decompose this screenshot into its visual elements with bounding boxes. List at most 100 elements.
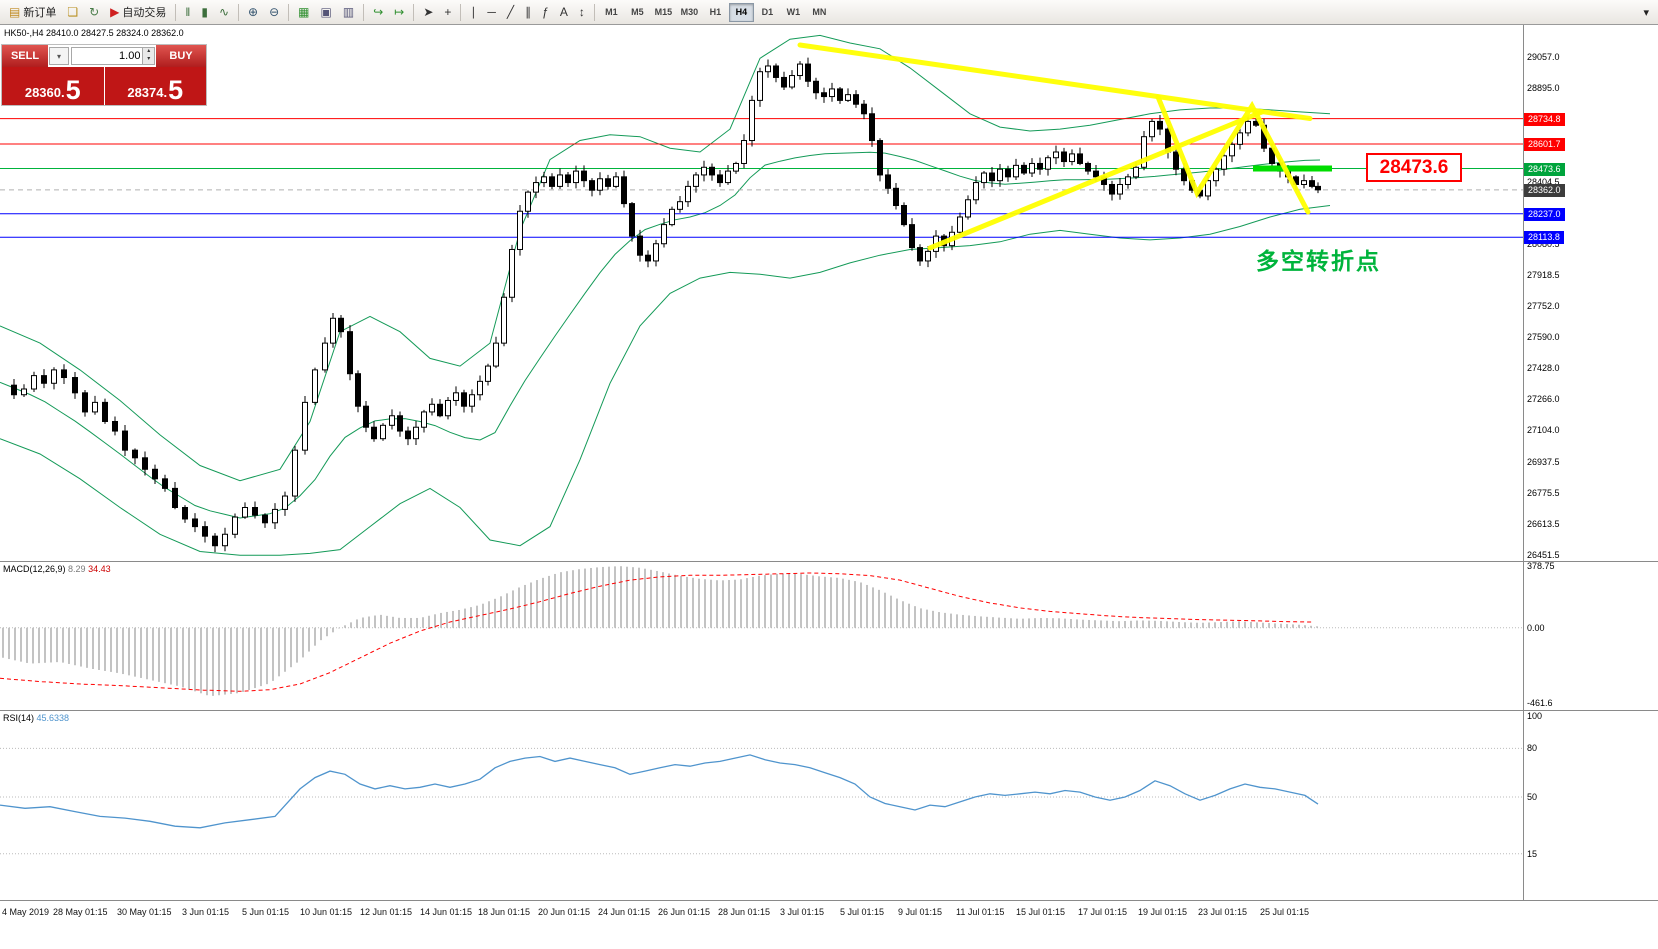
chart-macd-splitter[interactable] <box>0 561 1658 562</box>
timeframe-W1-button[interactable]: W1 <box>786 7 801 17</box>
time-axis-label: 9 Jul 01:15 <box>898 907 943 917</box>
tile-windows-button[interactable]: ▦ <box>293 1 314 23</box>
rsi-axis[interactable]: 100 80 50 15 <box>1524 711 1658 900</box>
buy-price-dec: 5 <box>168 74 184 105</box>
price-tick-label: 28404.5 <box>1527 176 1560 187</box>
time-axis[interactable]: 4 May 2019 28 May 01:15 30 May 01:15 3 Jun … <box>0 901 1658 949</box>
one-click-trade-panel: SELL ▾ ▴ ▾ BUY 28360.5 28374.5 <box>1 44 207 106</box>
macd-rsi-splitter[interactable] <box>0 710 1658 711</box>
horizontal-line-button[interactable]: ─ <box>482 1 501 23</box>
new-order-icon: ▤ <box>9 5 21 19</box>
timeframe-H1-button[interactable]: H1 <box>709 7 722 17</box>
price-tick-label: 27266.0 <box>1527 394 1560 405</box>
vertical-line-button[interactable]: ∣ <box>465 1 481 23</box>
rsi-canvas[interactable] <box>0 711 1523 900</box>
timeframe-M15-button[interactable]: M15 <box>654 7 673 17</box>
main-toolbar: ▤ 新订单 ❏ ↻ ▶ 自动交易 ‖ ▮ ∿ ⊕ ⊖ ▦ ▣ ▥ ↪ ↦ ➤ + ∣ ─ ╱ ∥ ƒ A ↕ M1 M5 M15 M30… <box>0 0 1658 25</box>
candlestick-icon: ▮ <box>201 5 208 19</box>
sell-price-button[interactable]: 28360. 5 <box>2 67 104 105</box>
timeframe-M5-button[interactable]: M5 <box>631 7 644 17</box>
buy-button[interactable]: BUY <box>156 45 206 67</box>
timeframe-M1-button[interactable]: M1 <box>605 7 618 17</box>
auto-scroll-button[interactable]: ↪ <box>368 1 388 23</box>
charts-stack-button[interactable]: ❏ <box>62 1 83 23</box>
time-axis-label: 15 Jul 01:15 <box>1016 907 1066 917</box>
crosshair-icon: + <box>444 5 452 19</box>
price-tick-label: 28895.0 <box>1527 82 1560 93</box>
price-chart-canvas[interactable] <box>0 25 1523 561</box>
toolbar-overflow-button[interactable]: ▾ <box>1643 6 1649 19</box>
zoom-in-button[interactable]: ⊕ <box>243 1 263 23</box>
sell-button[interactable]: SELL <box>2 45 48 67</box>
time-axis-label: 12 Jun 01:15 <box>360 907 413 917</box>
price-tick-label: 27428.0 <box>1527 363 1560 374</box>
macd-panel[interactable]: MACD(12,26,9) 8.29 34.43 <box>0 562 1523 710</box>
text-tool-icon: A <box>559 5 568 19</box>
timeframe-M30-button[interactable]: M30 <box>680 7 699 17</box>
crosshair-button[interactable]: + <box>439 1 456 23</box>
macd-signal-value: 34.43 <box>88 564 111 574</box>
price-line-label: 28473.6 <box>1524 162 1565 176</box>
toolbar-separator <box>413 3 415 21</box>
bar-chart-mode-button[interactable]: ‖ <box>180 1 195 23</box>
chart-shift-button[interactable]: ↦ <box>389 1 409 23</box>
timeframe-MN-button[interactable]: MN <box>812 7 827 17</box>
macd-tick-label: 0.00 <box>1527 622 1545 633</box>
price-tick-label: 26451.5 <box>1527 550 1560 560</box>
time-axis-label: 23 Jul 01:15 <box>1198 907 1248 917</box>
cursor-button[interactable]: ➤ <box>418 1 438 23</box>
auto-trading-button-label: 自动交易 <box>122 7 167 19</box>
vertical-line-icon: ∣ <box>470 5 477 19</box>
order-type-dropdown[interactable]: ▾ <box>49 47 69 65</box>
buy-price-button[interactable]: 28374. 5 <box>104 67 206 105</box>
new-order-button[interactable]: ▤ 新订单 <box>4 1 61 23</box>
refresh-button[interactable]: ↻ <box>84 1 104 23</box>
arrange-windows-icon: ▥ <box>342 5 355 19</box>
time-axis-label: 28 Jun 01:15 <box>718 907 771 917</box>
price-tick-label: 27752.0 <box>1527 301 1560 312</box>
symbol-ohlc-readout: HK50-,H4 28410.0 28427.5 28324.0 28362.0 <box>4 28 184 38</box>
chart-area[interactable]: HK50-,H4 28410.0 28427.5 28324.0 28362.0… <box>0 25 1523 561</box>
price-line-label: 28601.7 <box>1524 138 1565 152</box>
price-line-label: 28113.8 <box>1524 231 1564 245</box>
price-axis[interactable]: 29057.028895.028586.528404.528080.527918… <box>1524 25 1658 561</box>
time-axis-label: 11 Jul 01:15 <box>956 907 1005 917</box>
candlestick-mode-button[interactable]: ▮ <box>196 1 213 23</box>
zoom-out-button[interactable]: ⊖ <box>264 1 284 23</box>
macd-axis[interactable]: 378.75 0.00 -461.6 <box>1524 561 1658 710</box>
time-axis-label: 3 Jul 01:15 <box>780 907 825 917</box>
arrange-windows-button[interactable]: ▥ <box>338 1 359 23</box>
text-tool-button[interactable]: A <box>555 1 573 23</box>
lot-size-input[interactable] <box>72 48 143 64</box>
time-axis-label: 5 Jun 01:15 <box>242 907 290 917</box>
fibonacci-button[interactable]: ƒ <box>537 1 554 23</box>
cascade-windows-button[interactable]: ▣ <box>316 1 337 23</box>
rsi-panel[interactable]: RSI(14) 45.6338 <box>0 711 1523 900</box>
rsi-timeaxis-splitter[interactable] <box>0 900 1658 901</box>
time-axis-label: 18 Jun 01:15 <box>478 907 531 917</box>
lot-step-up-button[interactable]: ▴ <box>143 48 154 56</box>
toolbar-separator <box>288 3 290 21</box>
buy-price-int: 28374 <box>127 85 164 100</box>
line-chart-mode-button[interactable]: ∿ <box>214 1 234 23</box>
time-axis-label: 25 Jul 01:15 <box>1260 907 1310 917</box>
auto-trading-button[interactable]: ▶ 自动交易 <box>105 1 171 23</box>
time-axis-label: 5 Jul 01:15 <box>840 907 885 917</box>
toolbar-separator <box>175 3 177 21</box>
timeframe-D1-button[interactable]: D1 <box>761 7 774 17</box>
bar-chart-icon: ‖ <box>185 5 191 19</box>
macd-tick-label: -461.6 <box>1527 698 1553 708</box>
trendline-button[interactable]: ╱ <box>502 1 519 23</box>
cursor-icon: ➤ <box>423 5 434 19</box>
charts-stack-icon: ❏ <box>67 5 79 19</box>
macd-canvas[interactable] <box>0 562 1523 710</box>
price-callout-box: 28473.6 <box>1366 153 1462 182</box>
toolbar-separator <box>593 3 595 21</box>
rsi-tick-label: 100 <box>1527 711 1543 721</box>
rsi-label: RSI(14) 45.6338 <box>3 713 69 723</box>
price-line-label: 28734.8 <box>1524 112 1565 126</box>
lot-step-down-button[interactable]: ▾ <box>143 56 154 64</box>
arrows-tool-button[interactable]: ↕ <box>574 1 590 23</box>
timeframe-H4-button[interactable]: H4 <box>728 2 754 22</box>
channel-button[interactable]: ∥ <box>520 1 536 23</box>
